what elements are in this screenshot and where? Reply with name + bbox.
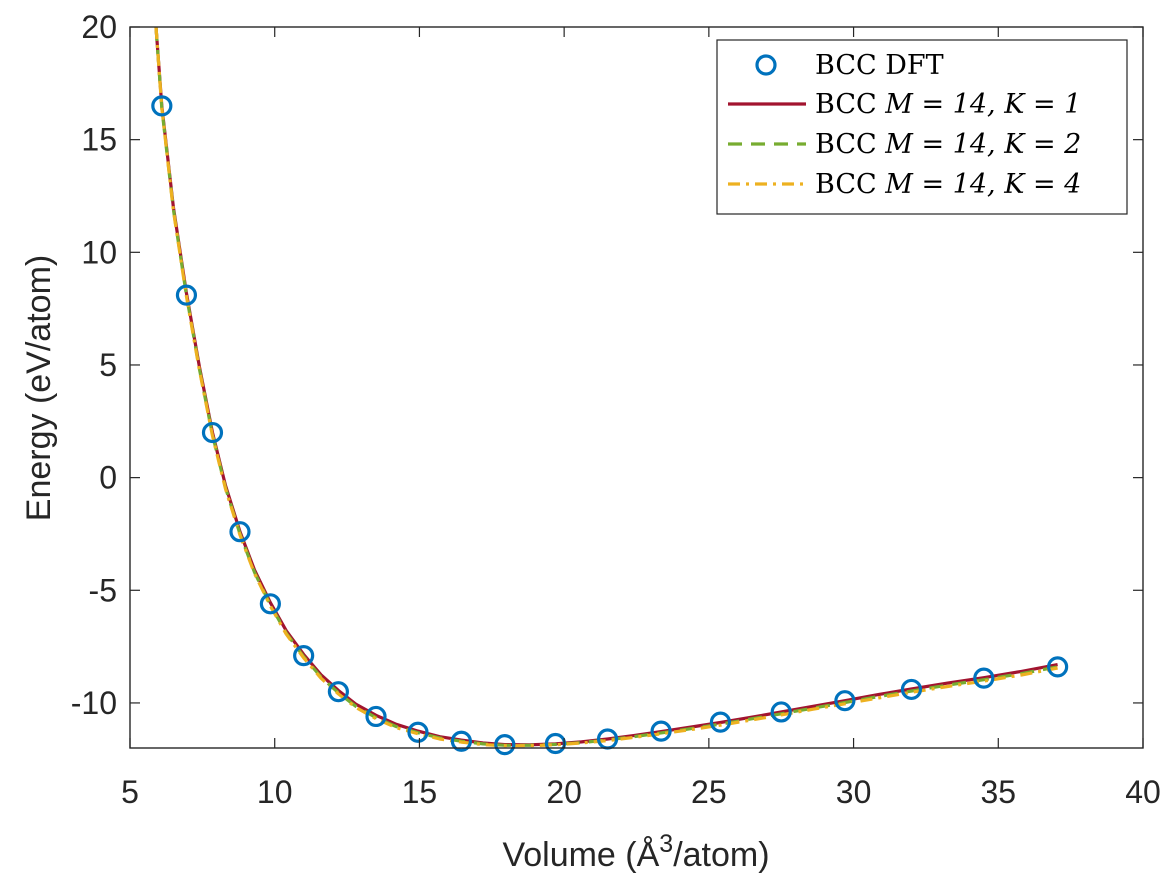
legend-entry-k4-prefix: BCC [815,169,885,200]
y-tick-label: 5 [99,347,117,383]
axes-box [129,26,1144,749]
dft-data-point [407,721,429,743]
dft-data-point [650,720,672,742]
dft-data-point [770,701,792,723]
dft-data-point [834,690,856,712]
dft-data-point [259,593,281,615]
y-tick-label: 0 [99,460,117,496]
dft-data-point [229,521,251,543]
legend-entry-k1: BCC M = 14, K = 1 [815,89,1081,120]
legend-entry-k4: BCC M = 14, K = 4 [815,169,1081,200]
x-axis-label-tail: /atom) [673,836,769,874]
legend-entry-k2: BCC M = 14, K = 2 [815,129,1081,160]
y-tick-label: 15 [81,122,117,158]
series-line [154,27,1058,748]
y-tick-label: 20 [81,9,117,45]
legend: BCC DFT BCC M = 14, K = 1 BCC M = 14, K … [716,39,1128,215]
dft-data-point [709,711,732,733]
dft-data-point [327,681,349,703]
x-tick-label: 10 [257,774,293,810]
legend-entry-k1-math: M = 14, K = 1 [884,89,1081,120]
x-tick-label: 5 [121,774,139,810]
legend-entry-k4-math: M = 14, K = 4 [884,169,1081,200]
dft-data-point [365,705,387,728]
legend-entry-dft: BCC DFT [815,50,944,81]
y-axis-label: Energy (eV/atom) [20,255,58,521]
x-tick-label: 40 [1125,774,1161,810]
dft-data-point [900,678,923,701]
x-tick-label: 25 [691,774,727,810]
dft-data-point [201,421,224,444]
legend-entry-k2-prefix: BCC [815,129,885,160]
x-tick-label: 30 [836,774,872,810]
x-tick-label: 20 [546,774,582,810]
dft-data-point [973,667,995,689]
legend-entry-dft-text: BCC DFT [815,50,944,81]
dft-data-point [175,284,198,306]
y-tick-label: 10 [81,234,117,270]
legend-marker-symbol [755,54,777,76]
dft-data-point [494,734,516,756]
x-tick-label: 15 [402,774,438,810]
legend-entry-k1-prefix: BCC [815,89,885,120]
y-tick-label: -5 [89,572,117,608]
tick-layer: 5 10 15 20 25 30 35 40 -10 -5 0 5 10 15 20 [71,9,1161,810]
dft-data-point [151,95,173,117]
x-tick-label: 35 [980,774,1016,810]
x-axis-label-superscript: 3 [659,830,673,858]
dft-data-point [450,730,472,752]
dft-data-point [293,645,315,667]
legend-symbols [728,54,806,186]
series-layer [151,27,1069,756]
y-tick-label: -10 [71,685,117,721]
x-axis-label-main: Volume (Å [502,836,659,874]
legend-entry-k2-math: M = 14, K = 2 [884,129,1081,160]
x-axis-label: Volume (Å3/atom) [502,830,769,874]
dft-data-point [1047,656,1069,678]
